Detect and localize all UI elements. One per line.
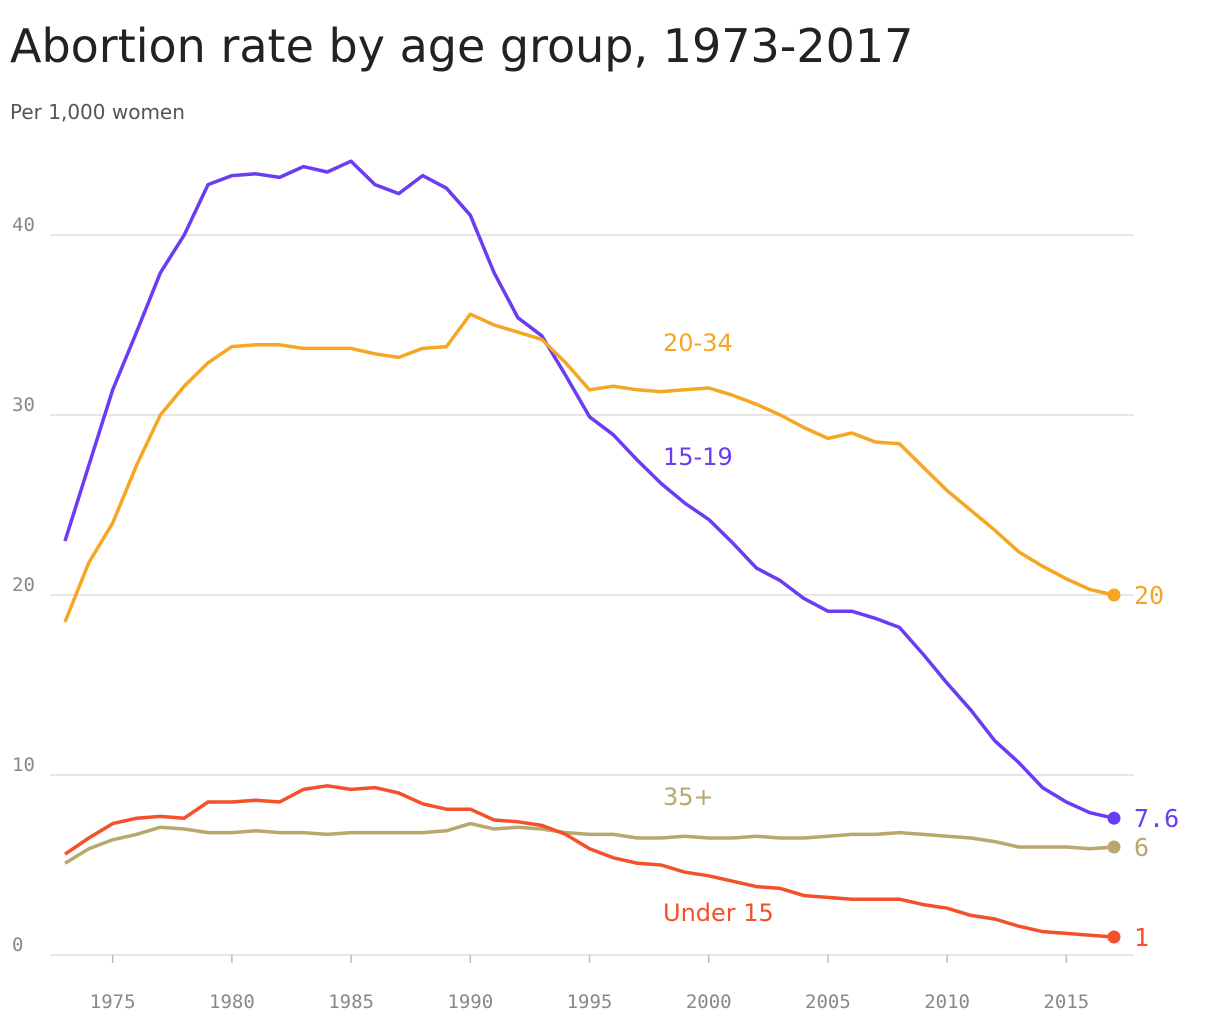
end-dot bbox=[1107, 930, 1121, 944]
x-tick-label: 1975 bbox=[90, 991, 136, 1013]
end-label: 20 bbox=[1134, 581, 1164, 610]
y-tick-label: 20 bbox=[12, 574, 35, 596]
end-label: 6 bbox=[1134, 833, 1149, 862]
x-tick-label: 2005 bbox=[805, 991, 851, 1013]
y-tick-label: 0 bbox=[12, 934, 23, 956]
x-tick-label: 1985 bbox=[328, 991, 374, 1013]
series-line bbox=[64, 784, 1115, 939]
x-tick-label: 1995 bbox=[567, 991, 613, 1013]
end-dot bbox=[1107, 588, 1121, 602]
series-label: 20-34 bbox=[663, 329, 733, 357]
x-tick-label: 2015 bbox=[1043, 991, 1089, 1013]
y-tick-label: 10 bbox=[12, 754, 35, 776]
x-tick-label: 2000 bbox=[686, 991, 732, 1013]
y-tick-label: 40 bbox=[12, 214, 35, 236]
x-tick-label: 1990 bbox=[447, 991, 493, 1013]
y-tick-label: 30 bbox=[12, 394, 35, 416]
series-line bbox=[64, 821, 1115, 865]
series-line bbox=[63, 159, 1115, 820]
x-tick-label: 1980 bbox=[209, 991, 255, 1013]
series-label: Under 15 bbox=[663, 899, 774, 927]
series-label: 35+ bbox=[663, 783, 714, 811]
series-line bbox=[63, 312, 1115, 623]
end-label: 7.6 bbox=[1134, 804, 1179, 833]
end-dot bbox=[1107, 811, 1121, 825]
series-label: 15-19 bbox=[663, 443, 733, 471]
chart-title: Abortion rate by age group, 1973-2017 bbox=[10, 19, 913, 73]
x-tick-label: 2010 bbox=[924, 991, 970, 1013]
end-label: 1 bbox=[1134, 923, 1149, 952]
chart-subtitle: Per 1,000 women bbox=[10, 100, 185, 124]
end-dot bbox=[1107, 840, 1121, 854]
